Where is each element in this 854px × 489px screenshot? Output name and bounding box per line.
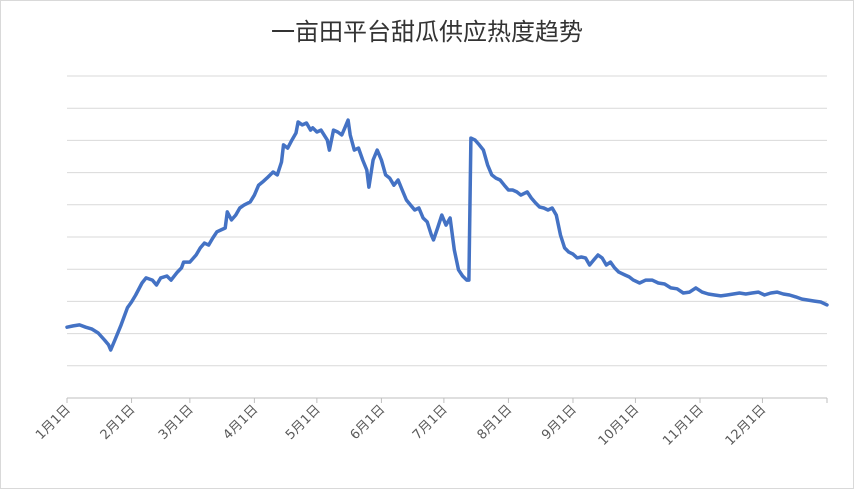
data-line [65,118,829,352]
chart-title: 一亩田平台甜瓜供应热度趋势 [271,18,583,46]
